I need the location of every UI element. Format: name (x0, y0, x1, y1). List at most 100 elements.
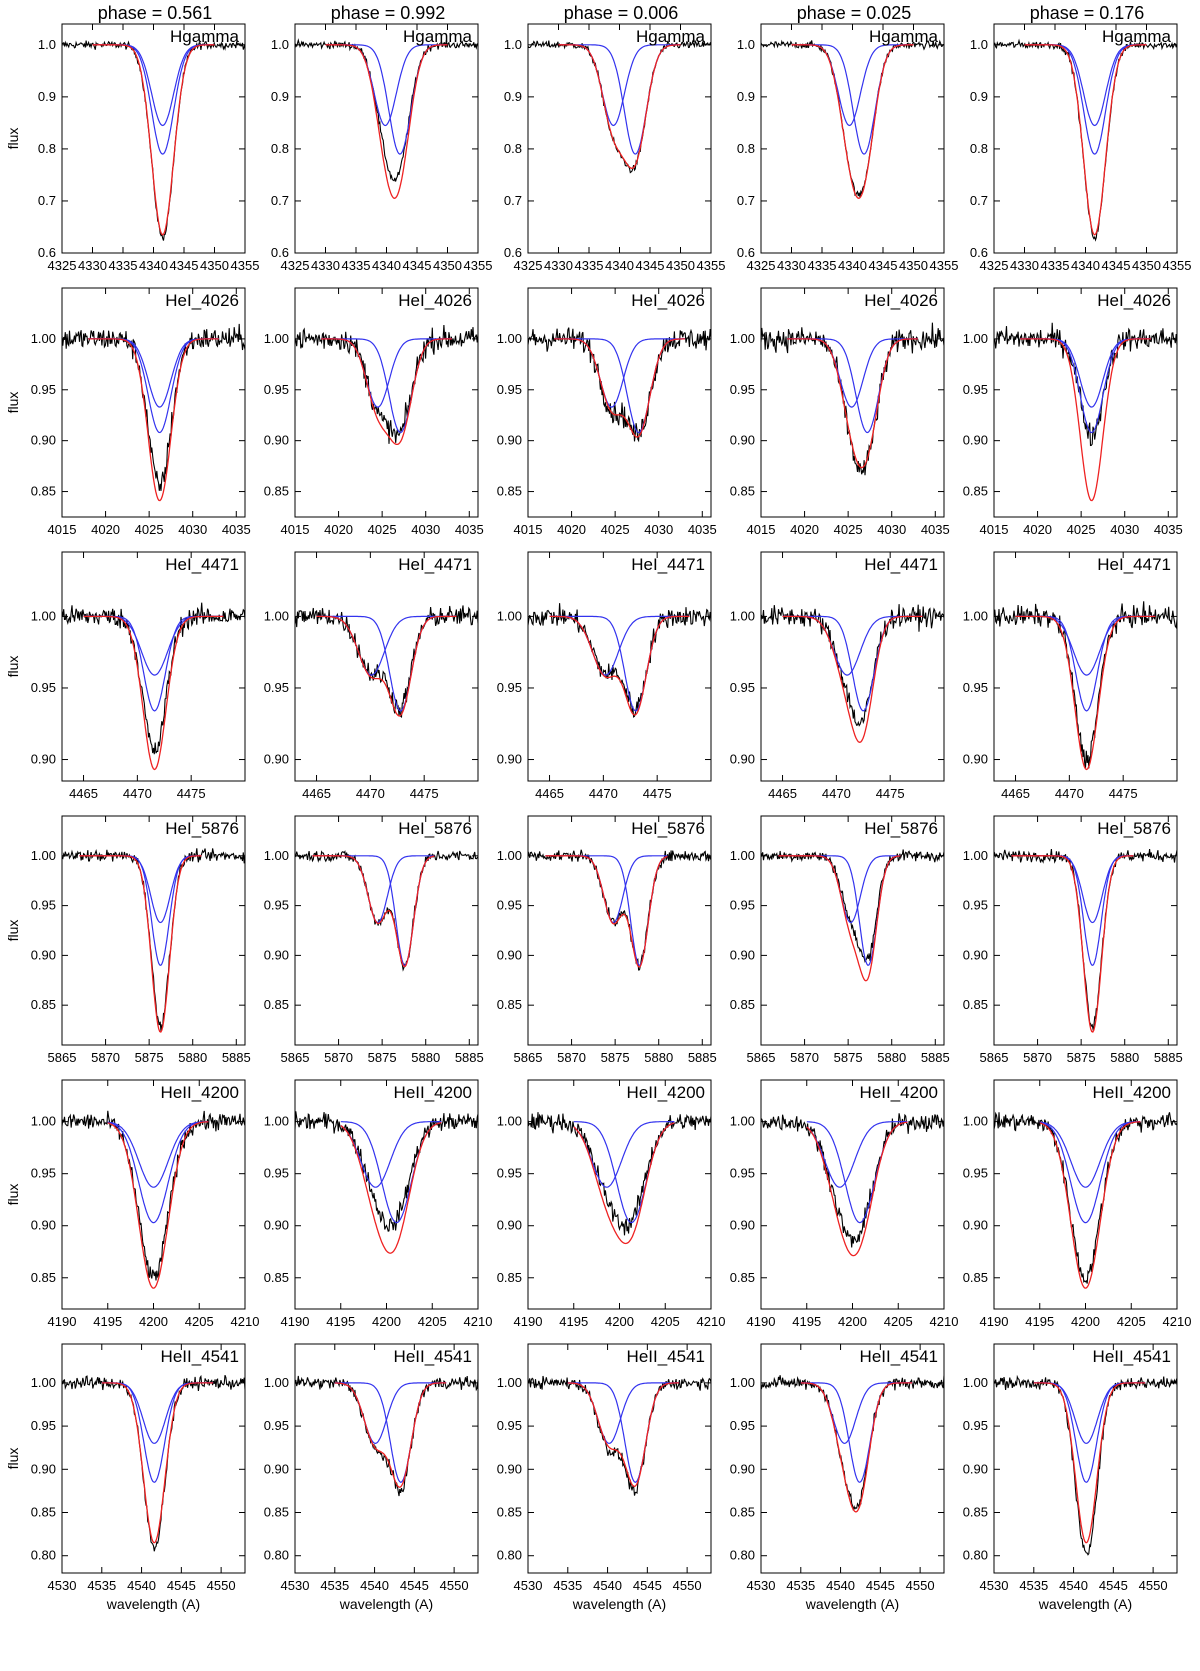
y-tick-label: 1.0 (271, 37, 289, 52)
x-tick-label: 4325 (747, 258, 776, 273)
panel-Hgamma-3: 4325 4330 4335 4340 4345 4350 4355 0.6 0.7 0.8 0.9… (504, 23, 726, 273)
x-tick-label: 4550 (673, 1578, 702, 1593)
x-axis-title: wavelength (A) (805, 1596, 899, 1612)
y-tick-label: 0.95 (497, 680, 522, 695)
panel-HeI_4026-4: 4015 4020 4025 4030 4035 0.85 0.90 0.95 1.00 HeI_… (730, 287, 950, 537)
panel-HeII_4200-5: 4190 4195 4200 4205 4210 0.85 0.90 0.95 1.00 HeII… (963, 1079, 1191, 1329)
component-2-profile (778, 855, 901, 966)
y-tick-label: 0.95 (730, 680, 755, 695)
y-tick-label: 1.00 (730, 1375, 755, 1390)
panel-frame (61, 23, 246, 254)
x-tick-label: 5875 (1067, 1050, 1096, 1065)
y-tick-label: 0.95 (963, 898, 988, 913)
x-tick-label: 4190 (48, 1314, 77, 1329)
x-tick-label: 4540 (1059, 1578, 1088, 1593)
y-tick-label: 0.85 (963, 484, 988, 499)
x-tick-label: 4335 (109, 258, 138, 273)
panel-HeI_4026-2: 4015 4020 4025 4030 4035 0.85 0.90 0.95 1.00 HeI_… (264, 287, 484, 537)
y-tick-label: 1.00 (31, 1375, 56, 1390)
y-tick-label: 1.00 (31, 608, 56, 623)
component-2-profile (83, 615, 224, 712)
observed-spectrum (295, 1375, 478, 1497)
line-label: HeII_4541 (627, 1347, 705, 1366)
x-tick-label: 4355 (464, 258, 493, 273)
y-tick-label: 0.90 (497, 1461, 522, 1476)
panel-HeII_4200-3: 4190 4195 4200 4205 4210 0.85 0.90 0.95 1.00 HeII… (497, 1079, 725, 1329)
y-tick-label: 0.6 (271, 245, 289, 260)
x-tick-label: 4355 (697, 258, 726, 273)
y-tick-label: 0.6 (38, 245, 56, 260)
panel-frame (760, 23, 945, 254)
y-tick-label: 0.85 (730, 1270, 755, 1285)
composite-model (573, 1122, 675, 1245)
observed-spectrum (295, 605, 478, 718)
panel-frame (294, 1343, 479, 1574)
observed-spectrum (62, 40, 245, 241)
x-tick-label: 4465 (535, 786, 564, 801)
panel-frame (294, 815, 479, 1046)
panel-HeI_4471-5: 4465 4470 4475 0.90 0.95 1.00 HeI_4471 (963, 551, 1178, 801)
x-tick-label: 5885 (688, 1050, 717, 1065)
y-tick-label: 0.90 (497, 1218, 522, 1233)
x-tick-label: 4540 (593, 1578, 622, 1593)
x-tick-label: 5870 (324, 1050, 353, 1065)
component-2-profile (806, 1121, 908, 1224)
panel-Hgamma-4: 4325 4330 4335 4340 4345 4350 4355 0.6 0.7 0.8 0.9… (737, 23, 958, 273)
x-tick-label: 4550 (440, 1578, 469, 1593)
x-tick-label: 4340 (1071, 258, 1100, 273)
y-tick-label: 0.8 (970, 141, 988, 156)
y-tick-label: 1.00 (31, 331, 56, 346)
x-tick-label: 4545 (866, 1578, 895, 1593)
x-tick-label: 4340 (605, 258, 634, 273)
composite-model (107, 1121, 209, 1289)
y-axis-title: flux (5, 1448, 21, 1470)
y-tick-label: 0.90 (264, 433, 289, 448)
composite-model (79, 855, 202, 1033)
x-tick-label: 5875 (368, 1050, 397, 1065)
x-tick-label: 4470 (123, 786, 152, 801)
x-tick-label: 4535 (87, 1578, 116, 1593)
y-tick-label: 0.85 (963, 997, 988, 1012)
x-tick-label: 4350 (666, 258, 695, 273)
panel-frame (993, 1343, 1178, 1574)
panel-frame (61, 287, 246, 518)
x-tick-label: 4195 (93, 1314, 122, 1329)
y-tick-label: 0.90 (963, 1461, 988, 1476)
composite-model (554, 338, 685, 438)
line-label: HeII_4200 (860, 1083, 938, 1102)
component-1-profile (83, 615, 224, 676)
x-tick-label: 4190 (980, 1314, 1009, 1329)
component-2-profile (1033, 1382, 1146, 1483)
phase-title-5: phase = 0.176 (1030, 3, 1145, 23)
y-tick-label: 1.00 (730, 848, 755, 863)
observed-spectrum (994, 38, 1177, 242)
observed-spectrum (528, 849, 711, 971)
y-tick-label: 1.00 (31, 848, 56, 863)
x-tick-label: 4355 (1163, 258, 1192, 273)
composite-model (101, 1382, 214, 1544)
panel-HeII_4541-4: 4530 4535 4540 4545 4550 0.80 0.85 0.90 0.95 1.00… (730, 1343, 945, 1612)
component-1-profile (92, 44, 215, 127)
panel-HeII_4200-2: 4190 4195 4200 4205 4210 0.85 0.90 0.95 1.00 HeII… (264, 1079, 492, 1329)
x-tick-label: 4550 (906, 1578, 935, 1593)
line-label: HeII_4200 (627, 1083, 705, 1102)
composite-model (83, 615, 224, 771)
x-tick-label: 5885 (222, 1050, 251, 1065)
x-tick-label: 4465 (768, 786, 797, 801)
y-tick-label: 0.7 (271, 193, 289, 208)
line-label: HeI_4471 (398, 555, 472, 574)
x-tick-label: 5885 (1154, 1050, 1183, 1065)
x-tick-label: 4350 (1132, 258, 1161, 273)
observed-spectrum (62, 1374, 245, 1552)
y-tick-label: 1.00 (264, 1375, 289, 1390)
x-tick-label: 4195 (792, 1314, 821, 1329)
component-1-profile (334, 1382, 447, 1445)
y-tick-label: 0.80 (730, 1548, 755, 1563)
panel-frame (61, 1343, 246, 1574)
x-tick-label: 4015 (281, 522, 310, 537)
x-tick-label: 4030 (411, 522, 440, 537)
x-tick-label: 5875 (135, 1050, 164, 1065)
x-tick-label: 4335 (808, 258, 837, 273)
